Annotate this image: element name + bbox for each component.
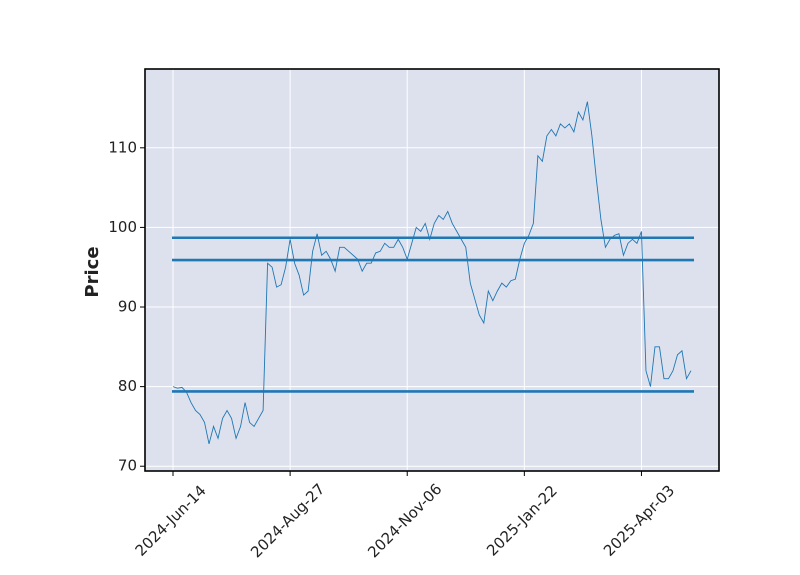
x-tick-label: 2025-Jan-22 <box>483 482 561 560</box>
y-tick-label: 90 <box>118 298 137 316</box>
y-tick-label: 100 <box>108 218 137 236</box>
plot-area <box>145 69 719 471</box>
axes-frame <box>144 68 720 472</box>
x-tick-label: 2025-Apr-03 <box>600 481 678 559</box>
y-tick-label: 80 <box>118 377 137 395</box>
x-tick-label: 2024-Jun-14 <box>132 482 210 560</box>
x-tick-label: 2024-Nov-06 <box>364 480 445 561</box>
x-tick-label: 2024-Aug-27 <box>247 480 328 561</box>
y-axis-label: Price <box>82 246 103 297</box>
price-line <box>172 101 692 445</box>
y-tick-label: 110 <box>108 138 137 156</box>
y-tick-label: 70 <box>118 457 137 475</box>
